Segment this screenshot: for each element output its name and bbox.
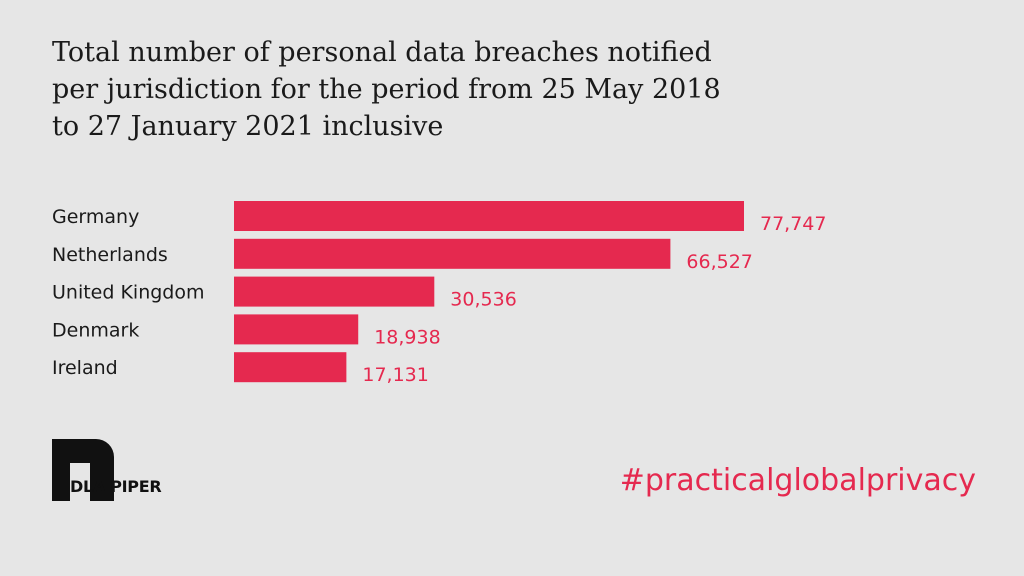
- title-line-2: per jurisdiction for the period from 25 …: [52, 74, 721, 105]
- category-label: Ireland: [52, 357, 118, 379]
- chart-title: Total number of personal data breaches n…: [52, 34, 812, 145]
- logo-text: DLA PIPER: [70, 477, 162, 496]
- value-label: 18,938: [374, 326, 440, 348]
- bar: [234, 352, 347, 383]
- bar: [234, 201, 744, 231]
- bar: [234, 314, 359, 345]
- dla-piper-logo: DLA PIPER: [52, 439, 162, 503]
- bar-chart: Germany 77,747 Netherlands 66,527 United Kin…: [52, 201, 826, 386]
- bar: [234, 238, 671, 269]
- logo-mark-icon: [52, 439, 114, 501]
- value-label: 66,527: [686, 251, 752, 273]
- title-line-1: Total number of personal data breaches n…: [52, 37, 712, 68]
- category-label: Germany: [52, 206, 139, 228]
- bar: [234, 276, 435, 307]
- category-label: Netherlands: [52, 244, 168, 266]
- hashtag-text: #practicalglobalprivacy: [619, 463, 976, 498]
- value-label: 17,131: [362, 364, 428, 386]
- category-label: United Kingdom: [52, 282, 205, 304]
- value-label: 77,747: [760, 213, 826, 235]
- value-label: 30,536: [450, 289, 516, 311]
- title-line-3: to 27 January 2021 inclusive: [52, 111, 444, 142]
- category-label: Denmark: [52, 319, 139, 341]
